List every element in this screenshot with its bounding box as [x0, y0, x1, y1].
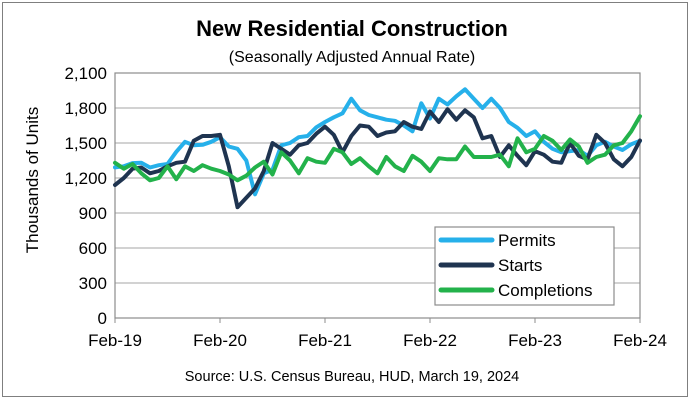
y-tick-label: 0 — [98, 309, 107, 328]
source-note: Source: U.S. Census Bureau, HUD, March 1… — [185, 369, 519, 385]
x-tick-label: Feb-21 — [298, 331, 352, 350]
legend-label-completions: Completions — [498, 281, 593, 300]
chart-title: New Residential Construction — [196, 16, 508, 41]
y-tick-label: 300 — [79, 274, 107, 293]
x-tick-label: Feb-23 — [508, 331, 562, 350]
y-tick-label: 900 — [79, 204, 107, 223]
series-lines — [113, 87, 642, 210]
series-line-starts — [113, 107, 642, 210]
y-tick-label: 2,100 — [64, 64, 107, 83]
x-axis-ticks: Feb-19 Feb-20 Feb-21 Feb-22 Feb-23 Feb-24 — [88, 318, 667, 350]
legend-label-starts: Starts — [498, 256, 542, 275]
chart-frame — [2, 2, 688, 397]
y-axis-label: Thousands of Units — [23, 107, 42, 253]
series-line-completions — [113, 114, 642, 183]
y-axis-ticks: 0 300 600 900 1,200 1,500 1,800 2,100 — [64, 64, 107, 328]
legend: Permits Starts Completions — [434, 226, 615, 306]
x-tick-label: Feb-20 — [193, 331, 247, 350]
series-line-permits — [113, 87, 642, 197]
y-tick-label: 1,800 — [64, 99, 107, 118]
chart-subtitle: (Seasonally Adjusted Annual Rate) — [229, 49, 475, 66]
x-tick-label: Feb-22 — [403, 331, 457, 350]
y-tick-label: 1,200 — [64, 169, 107, 188]
x-tick-label: Feb-19 — [88, 331, 142, 350]
y-tick-label: 1,500 — [64, 134, 107, 153]
plot-area — [114, 72, 641, 319]
y-tick-label: 600 — [79, 239, 107, 258]
legend-label-permits: Permits — [498, 231, 556, 250]
x-tick-label: Feb-24 — [613, 331, 667, 350]
